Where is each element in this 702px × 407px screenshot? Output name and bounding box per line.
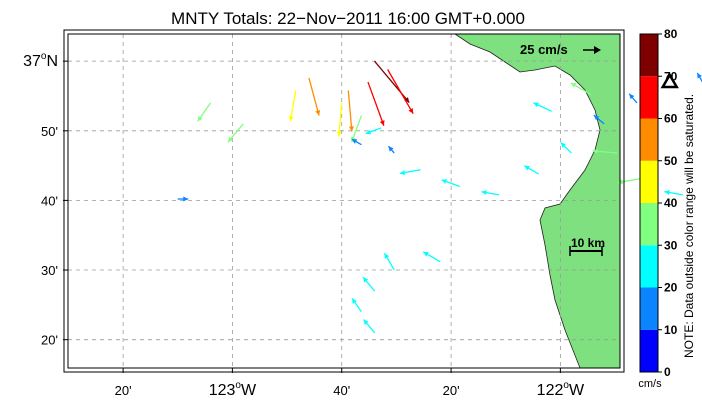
reference-arrow-label: 25 cm/s (520, 42, 568, 57)
current-vector (592, 148, 618, 154)
current-vector (227, 123, 244, 143)
colorbar-tick-label: 50 (664, 154, 678, 168)
current-vector (288, 90, 297, 122)
current-vector (422, 251, 441, 263)
colorbar-tick-label: 20 (664, 281, 678, 295)
latitude-label: 37oN (23, 51, 58, 70)
colorbar-block (640, 160, 658, 203)
current-vector (367, 81, 385, 126)
current-vector (336, 102, 343, 137)
current-vector (481, 190, 500, 196)
colorbar-tick-label: 80 (664, 27, 678, 41)
colorbar-tick-label: 30 (664, 238, 678, 252)
latitude-label: 30' (41, 263, 58, 278)
colorbar-tick-label: 70 (664, 69, 678, 83)
current-vector (347, 90, 354, 132)
longitude-label: 20' (443, 383, 460, 398)
longitude-label: 40' (333, 383, 350, 398)
colorbar-ticks: 0 10 20 30 40 50 60 70 80 (658, 27, 678, 379)
current-vector (387, 145, 395, 154)
colorbar-block (640, 118, 658, 161)
colorbar-tick-label: 10 (664, 323, 678, 337)
colorbar-tick-label: 60 (664, 112, 678, 126)
current-vector (523, 165, 539, 175)
current-vector (560, 141, 572, 154)
coastline-land (453, 33, 621, 369)
colorbar-unit: cm/s (638, 378, 662, 390)
radar-stations (660, 72, 679, 89)
colorbar: 0 10 20 30 40 50 60 70 80 cm/s NOTE: Data outsid… (638, 27, 696, 390)
current-vector (533, 102, 552, 112)
reference-arrow-head (594, 46, 601, 54)
latitude-labels: 37oN 50' 40' 30' 20' (23, 51, 58, 348)
colorbar-block (640, 245, 658, 288)
current-vector (387, 69, 414, 115)
current-vector (351, 138, 362, 146)
scale-bar-label: 10 km (571, 236, 605, 250)
current-vector (570, 82, 592, 96)
current-vector (362, 319, 376, 334)
current-vector (593, 114, 605, 125)
current-vector (351, 297, 362, 313)
colorbar-tick-label: 40 (664, 196, 678, 210)
map-area: 37oN 50' 40' 30' 20' 20' 123oW 40' 20' 122oW 25 … (23, 29, 702, 399)
colorbar-block (640, 287, 658, 330)
current-vector (664, 189, 683, 196)
longitude-label: 123oW (209, 380, 257, 399)
current-vector (399, 169, 421, 176)
current-vector (628, 93, 638, 104)
map-frame (67, 33, 621, 369)
scale-bar: 10 km (569, 236, 605, 256)
colorbar-block (640, 34, 658, 77)
longitude-label: 122oW (537, 380, 585, 399)
colorbar-block (640, 203, 658, 246)
colorbar-blocks (640, 34, 658, 372)
latitude-grid (63, 60, 620, 341)
radar-station-marker (660, 72, 679, 89)
current-vector (696, 72, 702, 83)
map-outer-frame (63, 29, 625, 373)
colorbar-block (640, 329, 658, 372)
current-vector (197, 102, 212, 122)
current-vector (362, 276, 376, 292)
colorbar-block (640, 76, 658, 119)
current-vector (177, 196, 189, 202)
latitude-label: 20' (41, 333, 58, 348)
current-vector (365, 127, 382, 135)
ocean-area (68, 34, 620, 368)
colorbar-note: NOTE: Data outside color range will be s… (682, 94, 696, 358)
colorbar-tick-label: 0 (664, 365, 671, 379)
latitude-label: 40' (41, 193, 58, 208)
map-title: MNTY Totals: 22−Nov−2011 16:00 GMT+0.000 (171, 9, 525, 28)
current-vector (308, 77, 321, 116)
longitude-label: 20' (115, 383, 132, 398)
current-vector (383, 252, 395, 271)
longitude-labels: 20' 123oW 40' 20' 122oW (115, 380, 585, 399)
current-vector (441, 179, 461, 188)
reference-arrow: 25 cm/s (520, 42, 601, 57)
current-vectors (177, 60, 702, 334)
latitude-label: 50' (41, 124, 58, 139)
